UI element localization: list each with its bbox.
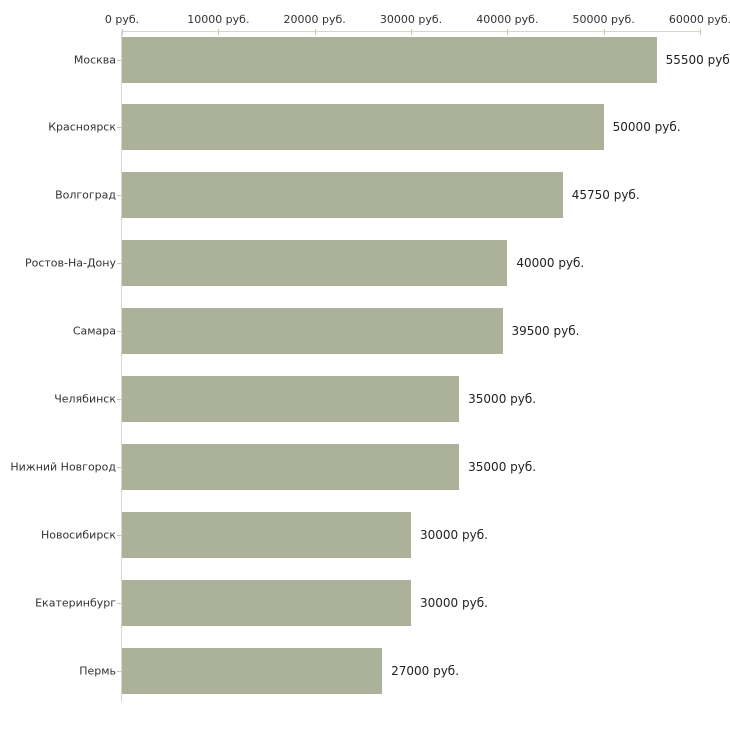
value-label: 45750 руб.: [571, 188, 640, 203]
y-axis-tick: [117, 60, 121, 61]
bar: [122, 172, 563, 218]
category-label: Челябинск: [54, 392, 116, 406]
y-axis-tick: [117, 195, 121, 196]
value-label: 30000 руб.: [420, 527, 488, 542]
bar: [122, 308, 503, 354]
x-axis-tick-label: 10000 руб.: [187, 13, 250, 26]
category-label: Красноярск: [48, 120, 116, 134]
y-axis-tick: [117, 399, 121, 400]
x-axis-tick-label: 40000 руб.: [476, 13, 539, 26]
category-label: Новосибирск: [40, 528, 116, 542]
bar: [122, 580, 411, 626]
value-label: 50000 руб.: [612, 120, 681, 135]
x-axis-tick-label: 50000 руб.: [572, 13, 635, 26]
category-label: Екатеринбург: [35, 596, 116, 610]
category-label: Волгоград: [55, 188, 116, 202]
value-label: 30000 руб.: [420, 595, 488, 610]
bar: [122, 37, 657, 83]
value-label: 40000 руб.: [516, 256, 585, 271]
y-axis-tick: [117, 331, 121, 332]
category-label: Нижний Новгород: [10, 460, 116, 474]
bar: [122, 648, 382, 694]
bar: [122, 240, 507, 286]
x-axis-tick-label: 20000 руб.: [283, 13, 346, 26]
value-label: 35000 руб.: [468, 392, 537, 406]
y-axis-tick: [117, 127, 121, 128]
x-axis-line: [121, 31, 700, 32]
category-label: Москва: [73, 53, 116, 66]
x-axis-tick: [315, 29, 316, 35]
y-axis-tick: [117, 603, 121, 604]
bar: [122, 444, 459, 490]
value-label: 55500 руб.: [665, 52, 730, 67]
y-axis-line: [121, 31, 122, 702]
y-axis-tick: [117, 263, 121, 264]
x-axis-tick: [218, 29, 219, 35]
bar: [122, 104, 604, 150]
category-label: Самара: [72, 324, 116, 338]
value-label: 39500 руб.: [511, 324, 580, 339]
y-axis-tick: [117, 467, 121, 468]
x-axis-tick: [507, 29, 508, 35]
x-axis-tick-label: 30000 руб.: [379, 13, 443, 26]
category-label: Ростов-На-Дону: [24, 256, 116, 270]
x-axis-tick: [604, 29, 605, 35]
bar: [122, 512, 411, 558]
value-label: 27000 руб.: [391, 663, 460, 678]
x-axis-tick: [700, 29, 701, 35]
bar: [122, 376, 459, 422]
x-axis-tick-label: 60000 руб.: [668, 13, 730, 26]
y-axis-tick: [117, 535, 121, 536]
x-axis-tick: [122, 29, 123, 35]
value-label: 35000 руб.: [468, 459, 537, 474]
x-axis-tick: [411, 29, 412, 35]
category-label: Пермь: [79, 664, 116, 678]
x-axis-tick-label: 0 руб.: [104, 13, 140, 26]
y-axis-tick: [117, 671, 121, 672]
